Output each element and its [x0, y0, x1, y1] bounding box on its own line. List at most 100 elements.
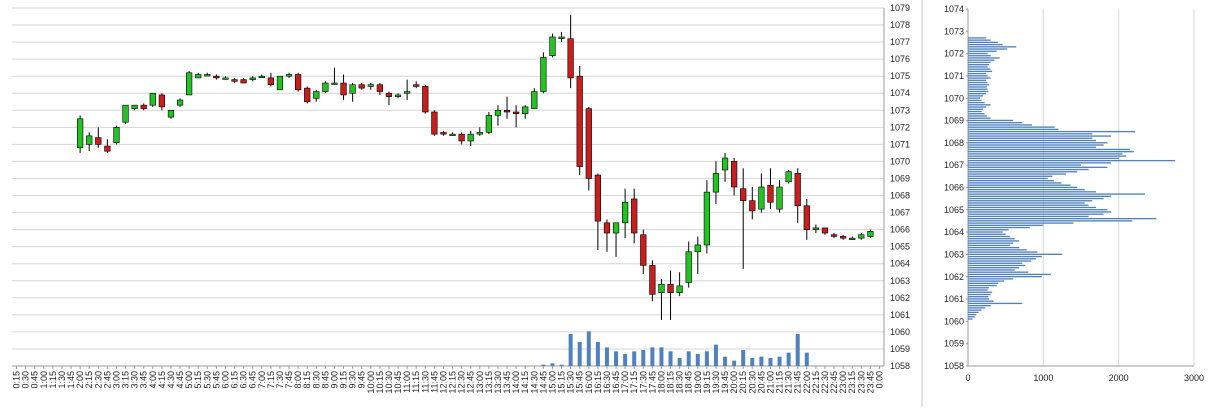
candle	[494, 105, 502, 126]
profile-bar	[968, 142, 1108, 144]
candle-body	[186, 72, 193, 96]
x-tick-label: 20:30	[747, 371, 757, 394]
x-tick-label: 12:15	[448, 371, 458, 394]
candle	[367, 83, 374, 90]
candle-body	[349, 84, 356, 94]
profile-bar	[968, 296, 989, 298]
volume-bar	[650, 347, 655, 366]
candle	[422, 84, 429, 114]
x-tick-label: 6:45	[248, 371, 258, 389]
x-tick-label: 22:30	[820, 371, 830, 394]
profile-bar	[968, 48, 1008, 50]
x-tick-label: 21:00	[765, 371, 775, 394]
candle	[313, 89, 320, 102]
profile-bar	[968, 122, 1023, 124]
candle-body	[785, 171, 792, 183]
profile-bar	[968, 300, 994, 302]
profile-bar	[968, 93, 987, 95]
candle	[140, 103, 147, 111]
candle-body	[195, 74, 202, 79]
profile-bar	[968, 229, 1009, 231]
profile-bar	[968, 70, 993, 73]
candle-body	[295, 74, 302, 91]
profile-bar	[968, 255, 1042, 258]
profile-bar	[968, 213, 1104, 215]
time-axis-labels: 0:15 0:30 0:45 1:00 1:15 1:30 1:45 2:00 2:15 2:30…	[12, 366, 884, 394]
candle	[95, 127, 102, 148]
x-tick-label: 13:45	[502, 371, 512, 394]
profile-bar	[968, 101, 985, 104]
candle-body	[740, 188, 747, 201]
x-tick-label: 17:45	[647, 371, 657, 394]
candle-body	[104, 145, 111, 152]
profile-bar	[968, 235, 1011, 238]
x-tick-label: 18:15	[666, 371, 676, 394]
profile-bar	[968, 97, 981, 99]
x-tick-label: 12:45	[466, 371, 476, 394]
candle-body	[640, 234, 647, 266]
profile-x-tick-label: 0	[965, 373, 970, 383]
volume-bar	[804, 352, 809, 366]
candle-body	[803, 205, 810, 230]
x-tick-label: 17:00	[620, 371, 630, 394]
candle-body	[313, 91, 320, 99]
candle	[622, 188, 629, 239]
x-tick-label: 22:00	[802, 371, 812, 394]
profile-bar	[968, 217, 1157, 220]
profile-bar	[968, 133, 1093, 135]
profile-bar	[968, 130, 1136, 133]
profile-bar	[968, 204, 1089, 206]
candle	[231, 77, 238, 84]
profile-bar	[968, 311, 979, 314]
y-tick-label: 1068	[890, 191, 910, 201]
x-tick-label: 4:45	[175, 371, 185, 389]
y-tick-label: 1063	[890, 276, 910, 286]
profile-bar	[968, 313, 977, 316]
x-tick-label: 10:30	[384, 371, 394, 394]
profile-bar	[968, 159, 1176, 162]
candle-body	[758, 186, 765, 210]
profile-bar	[968, 197, 1104, 200]
profile-bar	[968, 84, 990, 86]
x-tick-label: 12:00	[438, 371, 448, 394]
candle	[195, 72, 202, 79]
profile-bar	[968, 126, 1055, 128]
profile-y-tick-label: 1070	[944, 93, 964, 103]
profile-bar	[968, 195, 1112, 197]
volume-bar	[623, 354, 628, 366]
volume-bar	[732, 360, 737, 366]
candle-body	[140, 104, 147, 109]
x-tick-label: 1:15	[48, 371, 58, 389]
volume-bar	[723, 356, 728, 366]
profile-bar	[968, 289, 988, 291]
candle	[204, 72, 211, 77]
candle	[631, 188, 638, 244]
candle-body	[231, 79, 238, 82]
y-tick-label: 1059	[890, 344, 910, 354]
candle-body	[485, 115, 492, 133]
y-tick-label: 1079	[890, 3, 910, 13]
profile-bar	[968, 275, 1042, 278]
x-tick-label: 19:45	[720, 371, 730, 394]
candle	[167, 109, 175, 119]
candle-body	[394, 94, 402, 97]
volume-bar	[659, 347, 664, 366]
y-tick-label: 1077	[890, 37, 910, 47]
x-tick-label: 14:30	[529, 371, 539, 394]
candle-body	[449, 133, 456, 136]
profile-bar	[968, 168, 1089, 171]
candle	[440, 130, 447, 136]
candle	[785, 169, 792, 184]
candle	[522, 105, 529, 119]
candle	[531, 88, 538, 109]
x-tick-label: 13:30	[493, 371, 503, 394]
profile-bar	[968, 59, 995, 61]
profile-bar	[968, 287, 990, 289]
x-tick-label: 14:00	[511, 371, 521, 394]
candle-body	[95, 137, 102, 145]
profile-y-tick-label: 1062	[944, 272, 964, 282]
profile-bar	[968, 173, 1066, 175]
candle-body	[622, 202, 629, 224]
candle	[703, 180, 710, 254]
candle	[749, 187, 756, 220]
